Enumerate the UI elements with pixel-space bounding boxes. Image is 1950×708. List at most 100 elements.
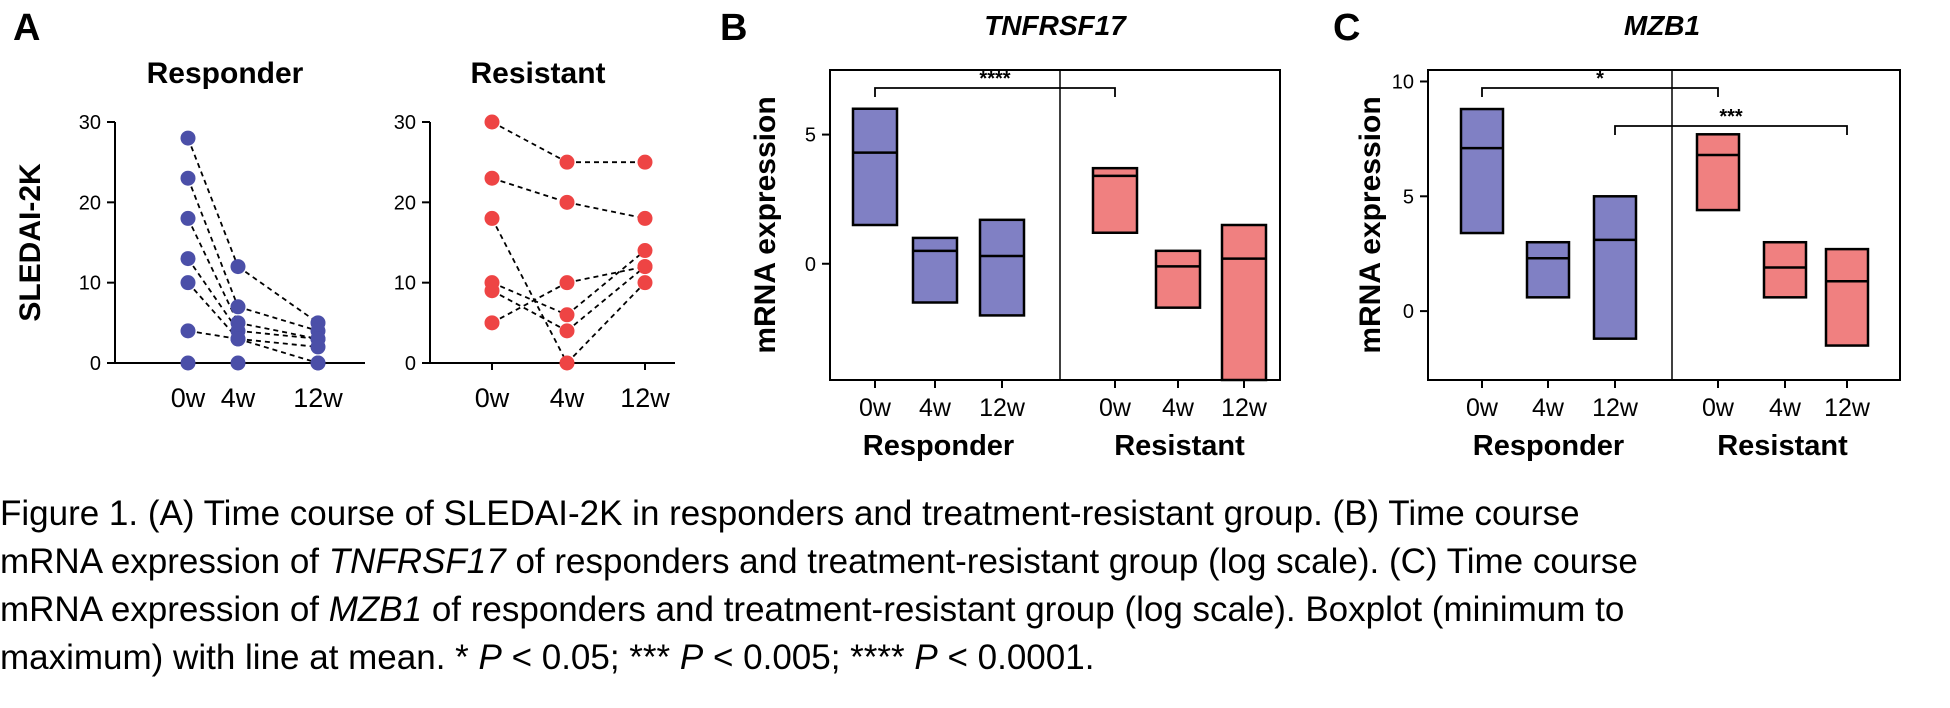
y-tick-label: 0 (90, 353, 101, 375)
caption-line: mRNA expression of MZB1 of responders an… (0, 586, 1950, 634)
box (851, 107, 899, 227)
data-point (559, 194, 575, 210)
data-point (484, 210, 500, 226)
box (1154, 249, 1202, 309)
data-point (484, 170, 500, 186)
plot-frame (829, 69, 1281, 381)
y-tick-label: 20 (79, 192, 101, 214)
x-tick-label: 12w (1824, 394, 1871, 422)
y-tick-label: 20 (394, 192, 416, 214)
data-point (559, 355, 575, 371)
significance-label: *** (1719, 106, 1743, 128)
x-tick-label: 12w (293, 383, 343, 413)
caption-text: < 0.0001. (937, 638, 1095, 677)
caption-text: mRNA expression of (0, 542, 329, 581)
group-label: Responder (863, 430, 1014, 462)
data-point (180, 170, 196, 186)
y-tick-label: 10 (79, 273, 101, 295)
data-point (230, 355, 246, 371)
x-tick-label: 4w (1162, 394, 1195, 422)
caption-line: maximum) with line at mean. * P < 0.05; … (0, 634, 1950, 682)
caption-text: mRNA expression of (0, 590, 329, 629)
data-point (559, 323, 575, 339)
subject-line (237, 338, 319, 364)
caption-line: Figure 1. (A) Time course of SLEDAI-2K i… (0, 490, 1950, 538)
subject-line (566, 282, 646, 364)
x-tick-label: 0w (1466, 394, 1499, 422)
caption-italic-text: TNFRSF17 (328, 542, 506, 581)
significance-bracket (1614, 125, 1848, 135)
data-point (310, 355, 326, 371)
caption-text: < 0.05; *** (501, 638, 680, 677)
subject-line (237, 305, 319, 332)
subject-line (187, 137, 239, 267)
data-point (230, 299, 246, 315)
box (1220, 223, 1268, 382)
x-tick-label: 4w (1769, 394, 1802, 422)
box (1592, 195, 1638, 340)
x-tick-label: 12w (1221, 394, 1268, 422)
data-point (180, 251, 196, 267)
subject-line (237, 321, 319, 340)
panel-title: Resistant (470, 57, 605, 90)
x-tick-label: 0w (859, 394, 892, 422)
panel-label: A (13, 7, 40, 49)
subject-line (566, 201, 646, 220)
subject-line (491, 217, 568, 364)
data-point (637, 154, 653, 170)
group-label: Responder (1473, 430, 1624, 462)
subject-line (237, 265, 319, 324)
box (1824, 247, 1870, 347)
data-point (559, 154, 575, 170)
x-tick-label: 12w (620, 383, 670, 413)
y-tick-label: 5 (1403, 186, 1414, 208)
box (1091, 166, 1139, 235)
x-tick-label: 0w (171, 383, 206, 413)
panel-title: Responder (147, 57, 304, 90)
caption-italic-text: MZB1 (328, 590, 423, 629)
data-point (637, 210, 653, 226)
x-tick-label: 0w (475, 383, 510, 413)
subject-line (491, 281, 568, 316)
data-point (230, 331, 246, 347)
y-tick-label: 0 (805, 254, 816, 276)
subject-line (491, 289, 568, 332)
data-point (637, 243, 653, 259)
significance-bracket (1481, 87, 1719, 97)
y-tick-label: 10 (394, 273, 416, 295)
box (1525, 240, 1571, 299)
data-point (484, 283, 500, 299)
figure-caption: Figure 1. (A) Time course of SLEDAI-2K i… (0, 490, 1950, 682)
panel-title: TNFRSF17 (984, 10, 1127, 41)
y-tick-label: 5 (805, 125, 816, 147)
x-tick-label: 12w (979, 394, 1026, 422)
data-point (559, 275, 575, 291)
x-tick-label: 12w (1592, 394, 1639, 422)
x-tick-label: 0w (1702, 394, 1735, 422)
subject-line (566, 265, 646, 284)
group-label: Resistant (1717, 430, 1848, 462)
x-tick-label: 4w (1532, 394, 1565, 422)
caption-text: of responders and treatment-resistant gr… (422, 590, 1625, 629)
x-tick-label: 4w (221, 383, 256, 413)
subject-line (566, 265, 646, 332)
y-axis-label: SLEDAI-2K (14, 163, 47, 322)
data-point (180, 210, 196, 226)
data-point (310, 339, 326, 355)
subject-line (491, 121, 568, 163)
caption-text: of responders and treatment-resistant gr… (505, 542, 1638, 581)
caption-text: < 0.005; **** (703, 638, 915, 677)
y-tick-label: 0 (405, 353, 416, 375)
y-tick-label: 0 (1403, 301, 1414, 323)
y-axis-label: mRNA expression (1354, 96, 1387, 353)
box (911, 236, 959, 304)
y-tick-label: 30 (79, 112, 101, 134)
data-point (637, 275, 653, 291)
subject-line (491, 177, 568, 204)
panel-label: C (1333, 7, 1360, 49)
caption-italic-text: P (914, 638, 938, 677)
subject-line (566, 249, 646, 316)
x-tick-label: 4w (919, 394, 952, 422)
box (1762, 240, 1808, 299)
subject-line (491, 281, 568, 324)
